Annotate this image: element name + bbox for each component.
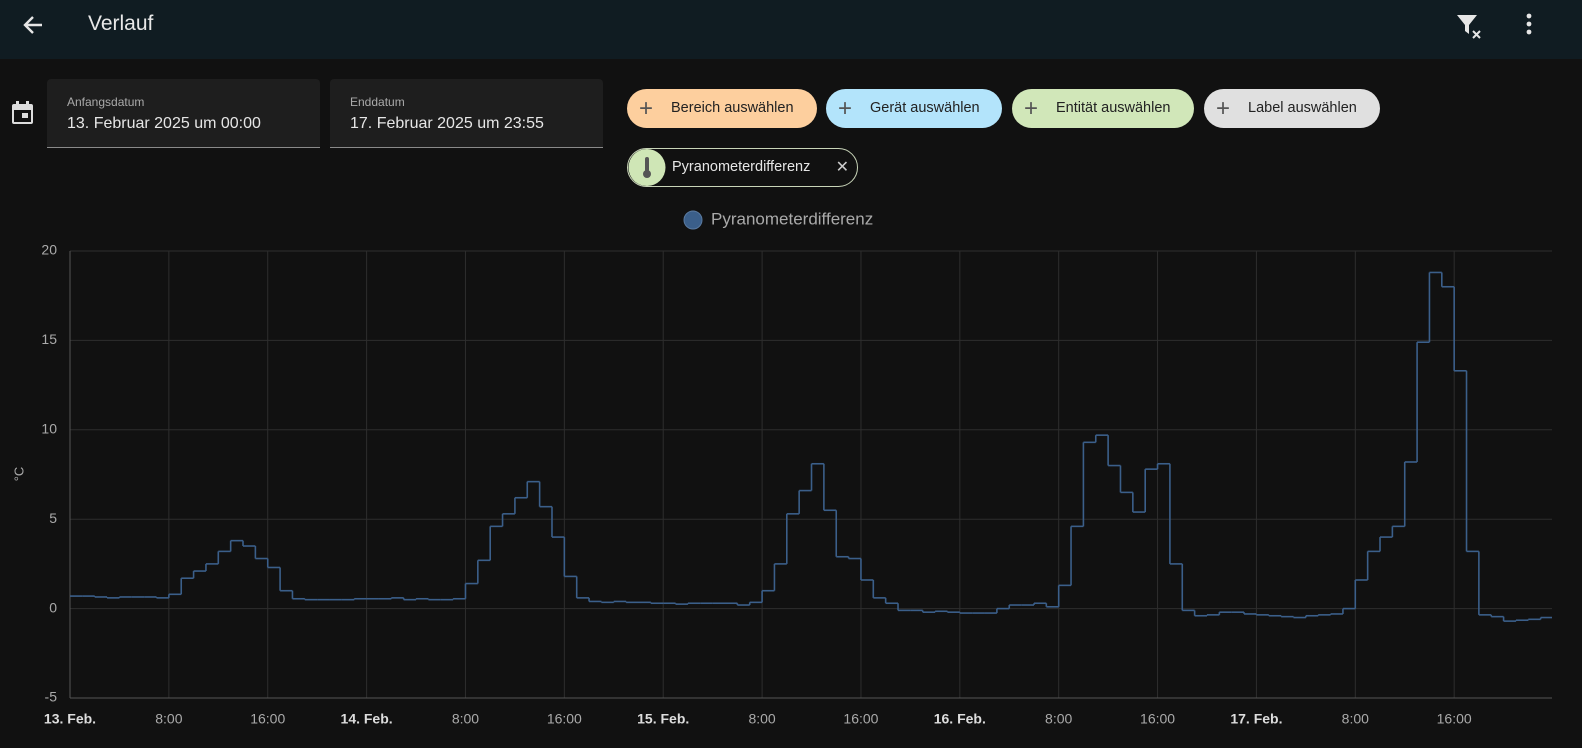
x-tick-label: 8:00 — [1342, 711, 1369, 727]
legend-swatch — [683, 210, 703, 230]
y-tick-label: 20 — [41, 242, 57, 258]
field-label: Anfangsdatum — [67, 95, 145, 109]
clear-filter-button[interactable] — [1455, 12, 1485, 40]
x-tick-label: 16:00 — [1140, 711, 1175, 727]
top-bar: Verlauf — [0, 0, 1582, 59]
x-tick-label: 16:00 — [1437, 711, 1472, 727]
chip-label: Pyranometerdifferenz — [672, 159, 811, 175]
filter-chip[interactable]: + Entität auswählen — [1012, 89, 1194, 128]
x-tick-label: 16:00 — [547, 711, 582, 727]
chip-label: Bereich auswählen — [671, 100, 794, 116]
back-button[interactable] — [20, 12, 46, 38]
field-value: 13. Februar 2025 um 00:00 — [67, 115, 261, 132]
x-tick-label: 8:00 — [452, 711, 479, 727]
start-date-field[interactable]: Anfangsdatum 13. Februar 2025 um 00:00 — [47, 79, 320, 148]
chip-label: Gerät auswählen — [870, 100, 980, 116]
entity-icon — [628, 149, 666, 186]
y-tick-label: 10 — [41, 421, 57, 437]
selected-entity-chip[interactable]: Pyranometerdifferenz ✕ — [627, 148, 858, 187]
page-title: Verlauf — [88, 12, 154, 35]
chip-label: Entität auswählen — [1056, 100, 1171, 116]
legend-label: Pyranometerdifferenz — [711, 209, 873, 228]
x-tick-label: 16. Feb. — [934, 711, 986, 727]
calendar-icon — [12, 101, 33, 124]
x-tick-label: 16:00 — [250, 711, 285, 727]
remove-button[interactable]: ✕ — [835, 159, 849, 176]
x-tick-label: 8:00 — [155, 711, 182, 727]
x-tick-label: 14. Feb. — [341, 711, 393, 727]
chip-label: Label auswählen — [1248, 100, 1357, 116]
end-date-field[interactable]: Enddatum 17. Februar 2025 um 23:55 — [330, 79, 603, 148]
filter-chip[interactable]: + Label auswählen — [1204, 89, 1380, 128]
x-tick-label: 17. Feb. — [1230, 711, 1282, 727]
y-tick-label: 15 — [41, 331, 57, 347]
y-axis-label: °C — [11, 467, 26, 482]
filter-chip[interactable]: + Bereich auswählen — [627, 89, 817, 128]
x-tick-label: 16:00 — [843, 711, 878, 727]
y-tick-label: 0 — [49, 599, 57, 615]
x-tick-label: 15. Feb. — [637, 711, 689, 727]
x-tick-label: 8:00 — [748, 711, 775, 727]
y-tick-label: -5 — [45, 689, 58, 705]
field-label: Enddatum — [350, 95, 405, 109]
chart: °C -5 0 5 10 15 20 13. Feb. 8:00 16:00 14. Feb. 8:… — [11, 209, 1552, 727]
y-tick-label: 5 — [49, 510, 57, 526]
x-tick-label: 8:00 — [1045, 711, 1072, 727]
field-value: 17. Februar 2025 um 23:55 — [350, 115, 544, 132]
menu-button[interactable] — [1520, 12, 1538, 38]
filter-chip[interactable]: + Gerät auswählen — [826, 89, 1002, 128]
x-tick-label: 13. Feb. — [44, 711, 96, 727]
